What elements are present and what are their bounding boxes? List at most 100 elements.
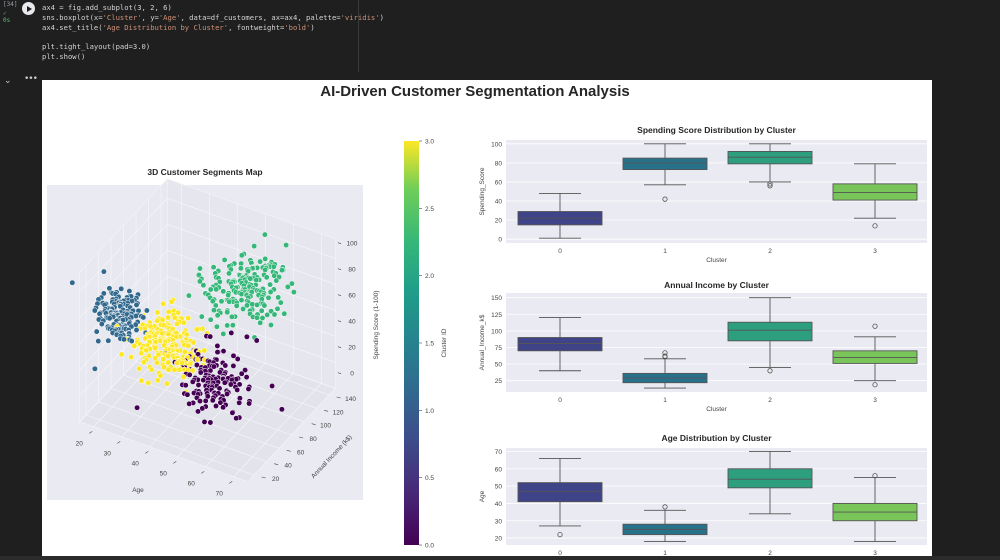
x-tick (89, 431, 93, 434)
scatter-point-cluster-2 (198, 313, 205, 320)
scatter-point-cluster-2 (264, 311, 271, 318)
scatter-point-cluster-1 (105, 337, 112, 344)
scatter-point-cluster-0 (236, 381, 243, 388)
box-cluster-1 (622, 157, 708, 171)
code-line (42, 32, 384, 42)
scatter-point-cluster-2 (257, 258, 264, 265)
scatter-point-cluster-0 (243, 374, 250, 381)
boxplot-1: Annual Income by Cluster 25 50 75 100 125 150 0… (479, 280, 927, 413)
scatter-point-cluster-2 (207, 286, 214, 293)
scatter-point-cluster-2 (196, 278, 203, 285)
scatter-point-cluster-2 (274, 305, 281, 312)
scatter-point-cluster-2 (283, 242, 290, 249)
y-tick-label: 50 (495, 362, 503, 369)
scatter-point-cluster-0 (269, 383, 276, 389)
z-tick (337, 346, 342, 348)
scatter-point-cluster-0 (186, 371, 193, 378)
x-tick-label: 50 (160, 470, 168, 477)
scatter-point-cluster-0 (182, 382, 189, 389)
y-tick-label: 20 (495, 218, 503, 225)
scatter-point-cluster-3 (143, 347, 150, 354)
outlier-point (872, 382, 878, 388)
boxplot-2: Age Distribution by Cluster 20 30 40 50 60 70 0… (479, 433, 927, 556)
scatter-point-cluster-2 (267, 289, 274, 295)
scatter-point-cluster-2 (270, 263, 277, 270)
y-tick-label: 120 (333, 409, 344, 416)
scatter-point-cluster-0 (197, 398, 203, 405)
x-tick-label: 0 (558, 550, 562, 556)
colorbar-tick-label: 0.0 (425, 543, 434, 550)
scatter-point-cluster-2 (211, 307, 217, 314)
outlier-point (767, 181, 773, 187)
x-tick-label: 40 (132, 460, 140, 467)
scatter-point-cluster-0 (221, 379, 228, 386)
scatter-point-cluster-2 (228, 313, 235, 320)
scatter-point-cluster-3 (190, 339, 197, 346)
y-tick (311, 423, 316, 425)
scatter-point-cluster-2 (254, 301, 260, 308)
box-cluster-2 (727, 321, 813, 342)
y-tick-label: 25 (495, 378, 503, 385)
scatter-point-cluster-0 (207, 419, 214, 426)
scatter-point-cluster-2 (185, 292, 192, 299)
scatter-point-cluster-2 (262, 266, 269, 273)
scatter-point-cluster-3 (201, 347, 208, 354)
chart-title: 3D Customer Segments Map (147, 167, 262, 177)
scatter-point-cluster-0 (245, 386, 252, 392)
outlier-point (872, 473, 878, 479)
scatter-point-cluster-0 (243, 333, 250, 340)
z-tick-label: 100 (347, 241, 358, 248)
cell-output: AI-Driven Customer Segmentation Analysis… (42, 80, 932, 556)
chart-title: Age Distribution by Cluster (661, 433, 772, 443)
scatter-point-cluster-3 (148, 366, 155, 373)
play-circle-icon[interactable] (22, 2, 35, 15)
z-tick-label: 60 (348, 293, 356, 300)
ellipsis-icon[interactable]: ••• (24, 74, 38, 84)
execution-count: [34] (3, 1, 18, 8)
scatter-point-cluster-0 (220, 348, 227, 355)
scatter-point-cluster-2 (238, 291, 245, 298)
z-tick (337, 372, 342, 374)
scatter-point-cluster-2 (275, 294, 282, 301)
chart-title: Spending Score Distribution by Cluster (637, 125, 796, 135)
scatter-point-cluster-2 (258, 307, 265, 314)
outlier-point (662, 196, 668, 202)
scatter-point-cluster-2 (200, 282, 207, 289)
scatter-point-cluster-3 (153, 359, 160, 366)
scatter-point-cluster-2 (262, 255, 269, 262)
y-axis-label: Age (479, 490, 486, 502)
scatter-point-cluster-2 (247, 275, 254, 282)
scatter-point-cluster-2 (213, 323, 220, 330)
scatter-point-cluster-3 (163, 380, 170, 387)
scatter-point-cluster-0 (220, 404, 227, 411)
grid-line (110, 388, 280, 449)
colorbar-tick-label: 1.0 (425, 408, 434, 415)
scatter-point-cluster-0 (193, 362, 200, 368)
y-tick-label: 125 (491, 312, 502, 319)
outlier-point (767, 368, 773, 374)
scatter-point-cluster-2 (240, 306, 247, 312)
scatter-point-cluster-0 (238, 370, 245, 377)
scatter-point-cluster-2 (216, 278, 223, 285)
scatter-point-cluster-0 (242, 367, 249, 374)
chevron-down-icon[interactable]: ⌄ (4, 76, 12, 86)
scatter-point-cluster-1 (91, 307, 98, 314)
scatter-point-cluster-2 (265, 294, 272, 301)
grid-line (79, 302, 168, 396)
scatter-point-cluster-3 (174, 360, 180, 366)
outlier-point (872, 323, 878, 329)
chart-title: Annual Income by Cluster (664, 280, 770, 290)
z-tick-label: 0 (350, 371, 354, 378)
scatter-point-cluster-2 (226, 298, 233, 305)
scatter-point-cluster-3 (138, 377, 145, 384)
scatter-point-cluster-3 (174, 320, 180, 327)
scatter-point-cluster-3 (128, 354, 135, 361)
x-tick-label: 30 (104, 450, 112, 457)
scatter-point-cluster-2 (254, 314, 261, 321)
scatter-point-cluster-0 (233, 415, 240, 422)
scatter-point-cluster-2 (238, 252, 245, 259)
scatter-point-cluster-3 (154, 377, 161, 384)
y-tick-label: 60 (495, 466, 503, 473)
z-tick-label: 40 (348, 319, 356, 326)
code-editor[interactable]: ax4 = fig.add_subplot(3, 2, 6) sns.boxplo… (42, 3, 384, 62)
